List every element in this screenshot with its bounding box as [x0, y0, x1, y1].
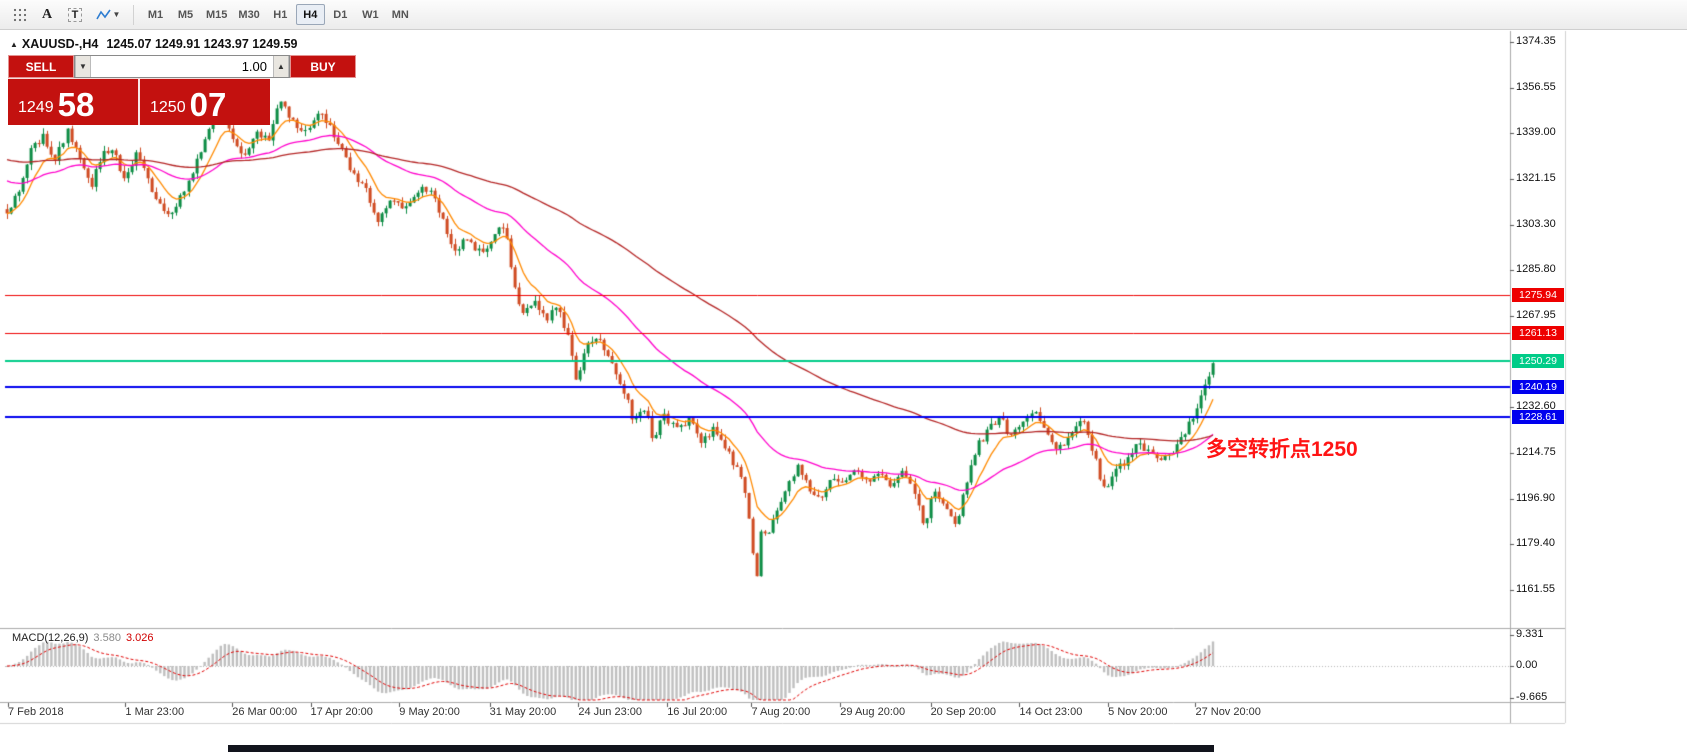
text-label-tool-button[interactable]: T: [62, 4, 88, 26]
sell-button[interactable]: SELL: [8, 55, 74, 78]
time-axis-label: 1 Mar 23:00: [125, 706, 185, 718]
price-axis-label: 1161.55: [1516, 582, 1555, 595]
timeframe-button-d1[interactable]: D1: [326, 4, 355, 25]
macd-indicator-label: MACD(12,26,9) 3.580 3.026: [12, 632, 153, 644]
chart-title: XAUUSD-,H4: [21, 37, 99, 51]
chevron-down-icon: ▼: [112, 10, 121, 19]
macd-main-value: 3.580: [93, 632, 121, 644]
time-axis-label: 16 Jul 20:00: [667, 706, 728, 718]
price-level-badge: 1275.94: [1512, 288, 1564, 303]
price-level-badge: 1261.13: [1512, 326, 1564, 341]
price-axis-label: 1179.40: [1516, 536, 1555, 549]
time-axis-label: 14 Oct 23:00: [1019, 706, 1083, 718]
time-axis-label: 26 Mar 00:00: [232, 706, 298, 718]
chart-symbol-icon: ▲: [10, 40, 18, 49]
price-axis-label: 1303.30: [1516, 217, 1556, 230]
timeframe-button-mn[interactable]: MN: [386, 4, 415, 25]
line-studies-tool-button[interactable]: ▼: [90, 4, 126, 26]
volume-decrease-button[interactable]: ▼: [75, 56, 91, 77]
timeframe-button-m1[interactable]: M1: [141, 4, 170, 25]
time-axis-label: 29 Aug 20:00: [840, 706, 906, 718]
price-axis-label: 1196.90: [1516, 491, 1555, 504]
timeframe-button-m30[interactable]: M30: [233, 4, 264, 25]
price-axis-label: 1321.15: [1516, 171, 1556, 184]
grid-dots-tool-button[interactable]: [6, 4, 32, 26]
time-axis-label: 7 Feb 2018: [8, 706, 64, 718]
macd-axis-label: 9.331: [1516, 628, 1544, 640]
chart-annotation[interactable]: 多空转折点1250: [1206, 438, 1358, 461]
timeframe-button-m5[interactable]: M5: [171, 4, 200, 25]
toolbar: A T ▼ M1 M5 M15 M30 H1 H4 D1 W1 MN: [0, 0, 1687, 30]
time-axis-label: 9 May 20:00: [399, 706, 460, 718]
volume-increase-button[interactable]: ▲: [273, 56, 289, 77]
chart-ohlc-values: 1245.07 1249.91 1243.97 1249.59: [106, 37, 298, 51]
text-tool-button[interactable]: A: [34, 4, 60, 26]
bid-price[interactable]: 1249 58: [8, 79, 138, 125]
time-axis-label: 27 Nov 20:00: [1195, 706, 1261, 718]
taskbar-edge: [228, 745, 1214, 752]
timeframe-button-m15[interactable]: M15: [201, 4, 232, 25]
time-axis-label: 24 Jun 23:00: [578, 706, 643, 718]
timeframe-button-h4[interactable]: H4: [295, 4, 325, 25]
one-click-trading-panel: SELL ▼ ▲ BUY 1249 58 1250 07: [8, 55, 356, 125]
text-tool-icon: A: [41, 6, 53, 22]
price-axis-label: 1267.95: [1516, 308, 1556, 321]
macd-axis-label: -9.665: [1516, 691, 1548, 704]
time-axis-label: 17 Apr 20:00: [310, 706, 373, 718]
buy-button[interactable]: BUY: [290, 55, 356, 78]
trade-panel-prices: 1249 58 1250 07: [8, 78, 270, 125]
toolbar-separator: [133, 4, 134, 25]
time-axis-label: 31 May 20:00: [489, 706, 557, 718]
chart-header: ▲ XAUUSD-,H4 1245.07 1249.91 1243.97 1249.…: [10, 37, 297, 51]
price-axis-label: 1232.60: [1516, 399, 1556, 412]
price-level-badge: 1228.61: [1512, 410, 1564, 425]
macd-name: MACD(12,26,9): [12, 632, 89, 644]
timeframe-button-w1[interactable]: W1: [356, 4, 385, 25]
macd-axis-label: 0.00: [1516, 659, 1538, 671]
price-axis-label: 1214.75: [1516, 445, 1556, 458]
ask-price[interactable]: 1250 07: [138, 79, 270, 125]
time-axis-label: 5 Nov 20:00: [1108, 706, 1168, 718]
price-axis-label: 1285.80: [1516, 262, 1556, 275]
bid-price-pips: 58: [57, 86, 95, 123]
time-axis-label: 7 Aug 20:00: [751, 706, 811, 718]
grid-dots-icon: [13, 8, 26, 22]
price-axis-label: 1374.35: [1516, 35, 1556, 47]
price-level-badge: 1240.19: [1512, 380, 1564, 395]
bid-price-main: 1249: [18, 99, 54, 116]
price-axis-label: 1356.55: [1516, 80, 1556, 93]
text-label-tool-icon: T: [67, 7, 83, 22]
timeframe-button-h1[interactable]: H1: [266, 4, 295, 25]
time-axis-label: 20 Sep 20:00: [930, 706, 997, 718]
ask-price-main: 1250: [150, 99, 186, 116]
volume-spinner: ▼ ▲: [74, 55, 290, 78]
price-level-badge: 1250.29: [1512, 354, 1564, 369]
volume-input[interactable]: [91, 56, 273, 77]
price-axis-label: 1339.00: [1516, 125, 1556, 138]
ask-price-pips: 07: [189, 86, 227, 123]
timeframe-toolbar: M1 M5 M15 M30 H1 H4 D1 W1 MN: [141, 4, 415, 25]
macd-signal-value: 3.026: [125, 632, 154, 644]
trade-panel-controls: SELL ▼ ▲ BUY: [8, 55, 356, 78]
zigzag-icon: [95, 9, 111, 19]
